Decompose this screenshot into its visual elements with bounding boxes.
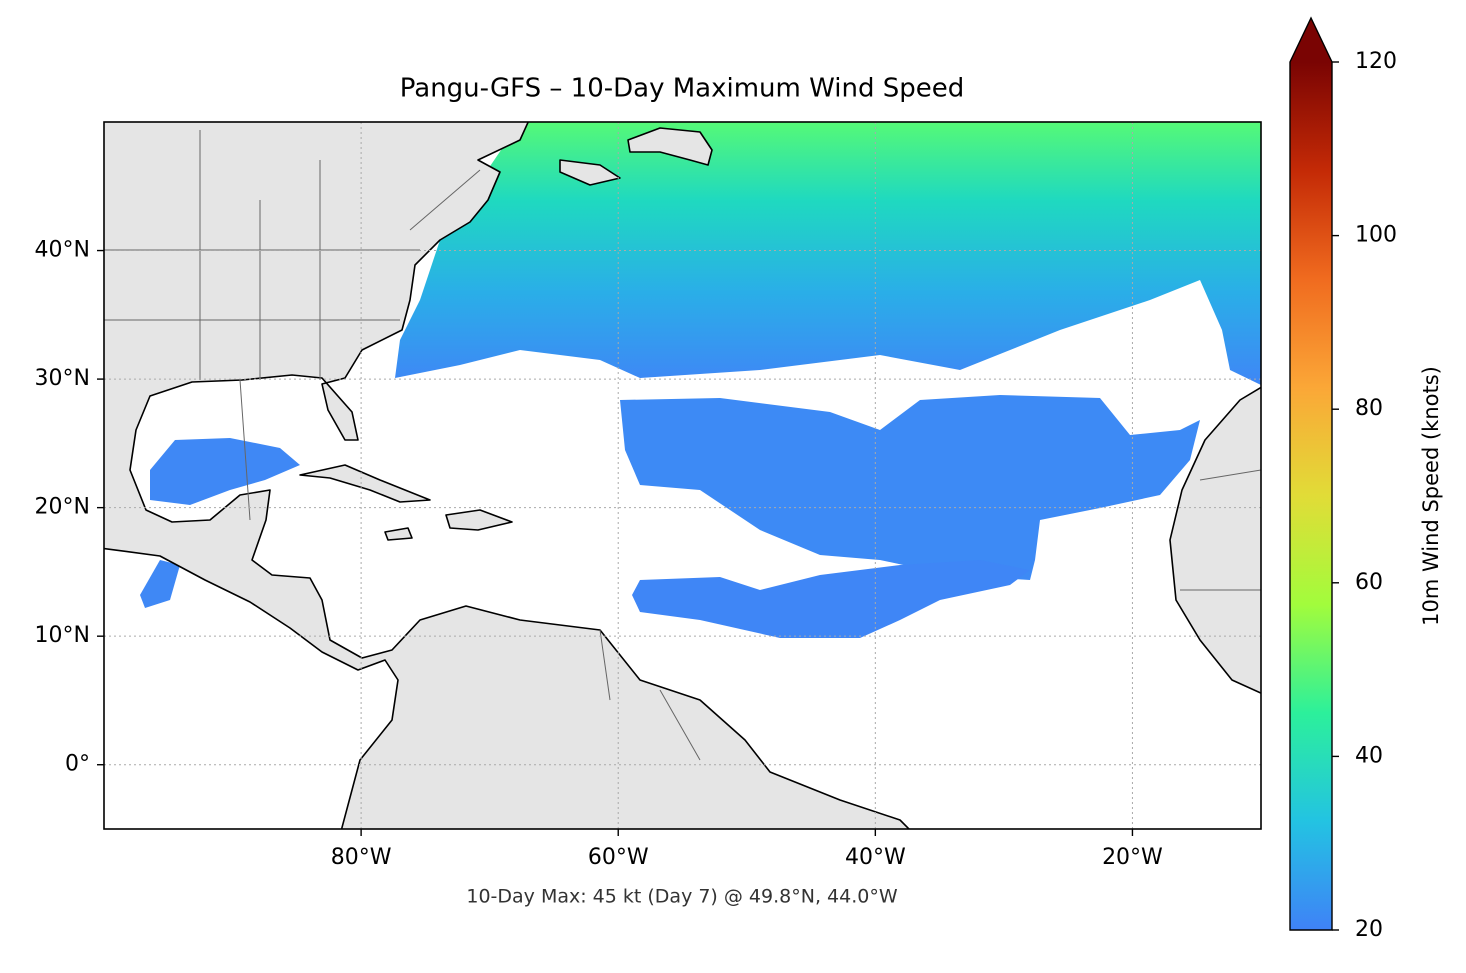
land <box>627 127 713 166</box>
wind-field <box>140 560 180 608</box>
land <box>445 509 513 531</box>
colorbar <box>1290 62 1332 930</box>
colorbar-label: 10m Wind Speed (knots) <box>1419 366 1443 626</box>
colorbar-tick-label: 20 <box>1355 917 1383 942</box>
colorbar-tick-label: 40 <box>1355 743 1383 768</box>
y-tick-label: 40°N <box>35 238 90 263</box>
x-tick-label: 80°W <box>331 845 392 870</box>
y-tick-label: 30°N <box>35 366 90 391</box>
land <box>559 159 621 186</box>
land <box>299 464 431 503</box>
colorbar-tick-label: 100 <box>1355 223 1397 248</box>
wind-field <box>395 122 1261 385</box>
plot-frame <box>103 121 1262 830</box>
wind-field <box>632 560 1030 638</box>
x-tick-label: 60°W <box>588 845 649 870</box>
land <box>104 122 911 829</box>
colorbar-extend <box>1290 18 1332 62</box>
y-tick-label: 20°N <box>35 495 90 520</box>
annotation: 10-Day Max: 45 kt (Day 7) @ 49.8°N, 44.0… <box>466 886 897 908</box>
map <box>104 122 1261 829</box>
x-tick-label: 40°W <box>845 845 906 870</box>
x-tick-label: 20°W <box>1102 845 1163 870</box>
y-tick-label: 0° <box>65 752 90 777</box>
wind-field <box>150 438 300 505</box>
land <box>1169 386 1261 695</box>
colorbar-frame <box>1289 16 1333 931</box>
border <box>104 130 1261 761</box>
colorbar-tick-label: 60 <box>1355 570 1383 595</box>
colorbar-tick-label: 80 <box>1355 396 1383 421</box>
wind-field <box>620 395 1200 580</box>
chart-title: Pangu-GFS – 10-Day Maximum Wind Speed <box>400 74 964 104</box>
colorbar-tick-label: 120 <box>1355 49 1397 74</box>
land <box>384 527 413 541</box>
y-tick-label: 10°N <box>35 623 90 648</box>
